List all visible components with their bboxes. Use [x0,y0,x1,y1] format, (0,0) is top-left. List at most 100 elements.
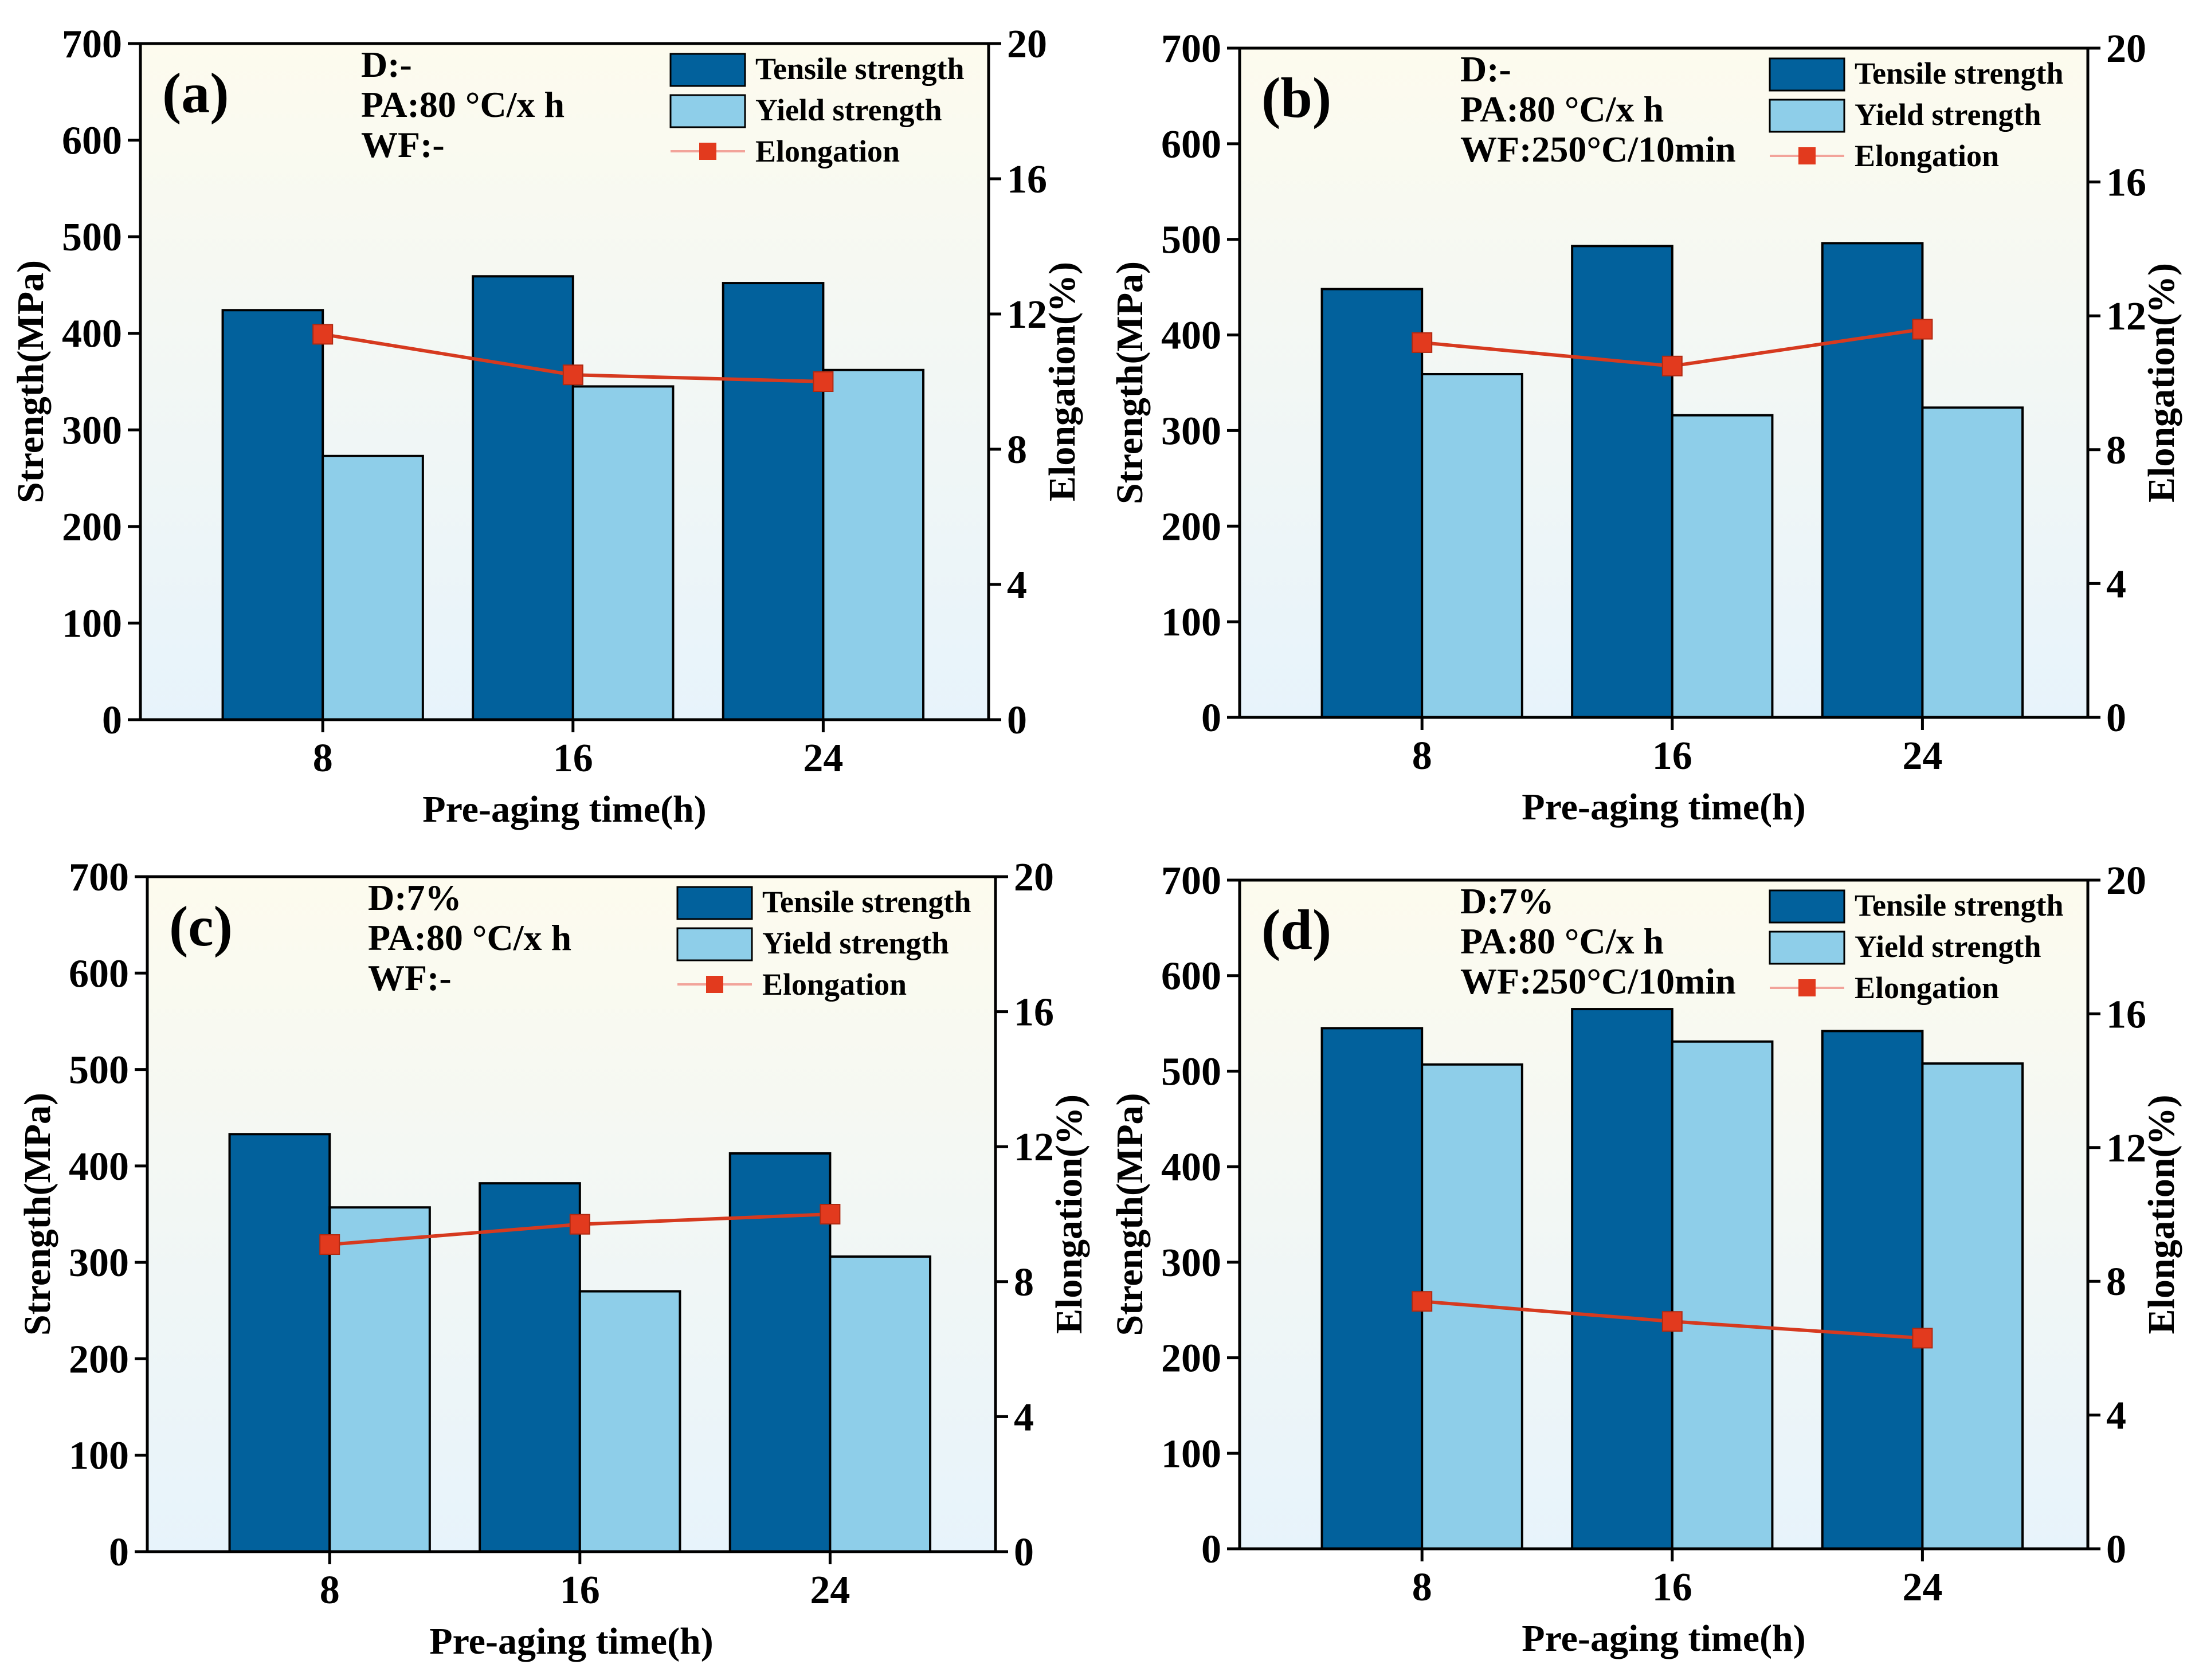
yield-strength-bar [578,1290,681,1553]
chart-panel: 0 100 200 300 400 500 600 700 0 4 8 12 16 20 8 16 24 Pre-… [1109,859,2182,1659]
x-axis-title: Pre-aging time(h) [429,1620,713,1662]
condition-text: WF:250°C/10min [1460,129,1736,170]
y-tick-label: 700 [62,22,122,66]
y2-tick-label: 20 [1007,22,1047,66]
elongation-marker [312,324,334,345]
y-tick-label: 0 [102,698,122,743]
y2-tick-label: 16 [2106,161,2146,205]
chart-panel: 0 100 200 300 400 500 600 700 0 4 8 12 16 20 8 16 24 Pre-… [1109,27,2182,828]
y2-tick-label: 16 [1014,991,1054,1035]
y2-tick-label: 8 [1014,1261,1034,1305]
legend-label-elongation: Elongation [762,967,907,1002]
chart-panel: 0 100 200 300 400 500 600 700 0 4 8 12 16 20 8 16 24 Pre-… [10,22,1083,830]
tensile-strength-bar [472,275,574,721]
y-tick-label: 600 [1161,955,1221,999]
y-tick-label: 200 [62,505,122,549]
elongation-marker [1661,1311,1683,1332]
y-tick-label: 200 [1161,1337,1221,1381]
legend-label-elongation: Elongation [1855,971,1999,1005]
y-tick-label: 700 [1161,27,1221,71]
y-tick-label: 0 [1201,696,1221,740]
legend-label-elongation: Elongation [755,134,900,168]
panel-label: (c) [169,894,233,958]
y-tick-label: 300 [69,1241,129,1285]
yield-strength-bar [322,454,424,721]
y2-tick-label: 0 [1007,698,1027,743]
yield-strength-bar [1921,1062,2024,1550]
y-tick-label: 400 [1161,1145,1221,1190]
legend-label-yield: Yield strength [1855,929,2041,964]
plot-frame [146,875,997,1553]
tensile-strength-bar [1571,245,1673,719]
legend-swatch-tensile [1769,57,1845,92]
x-tick-label: 16 [553,736,593,780]
y-tick-label: 600 [1161,123,1221,167]
y-tick-label: 300 [1161,409,1221,453]
y2-axis-title: Elongation(%) [1048,1094,1090,1334]
y-axis-title: Strength(MPa) [1109,261,1151,504]
y-tick-label: 300 [62,409,122,453]
y-tick-label: 200 [1161,505,1221,549]
tensile-strength-bar [228,1133,331,1553]
y-tick-label: 500 [69,1049,129,1093]
condition-text: WF:250°C/10min [1460,961,1736,1002]
y2-tick-label: 12 [1014,1125,1054,1169]
x-tick-label: 8 [313,736,333,780]
y-tick-label: 700 [1161,859,1221,903]
y-tick-label: 100 [1161,600,1221,645]
elongation-marker [813,371,834,392]
tensile-strength-bar [221,309,324,721]
elongation-marker [1912,319,1933,340]
y2-tick-label: 0 [2106,696,2126,740]
condition-text: PA:80 °C/x h [1460,921,1664,961]
x-tick-label: 8 [1412,1565,1432,1610]
y-tick-label: 700 [69,855,129,900]
elongation-marker [1412,332,1433,353]
tensile-strength-bar [722,282,825,721]
chart-panel: 0 100 200 300 400 500 600 700 0 4 8 12 16 20 8 16 24 Pre-… [17,855,1090,1662]
panel-label: (a) [162,61,229,125]
x-axis-title: Pre-aging time(h) [1522,786,1805,828]
elongation-marker [820,1204,841,1224]
condition-text: D:- [361,44,412,85]
tensile-strength-bar [1571,1008,1673,1551]
panels: 0 100 200 300 400 500 600 700 0 4 8 12 16 20 8 16 24 Pre-… [10,22,2182,1662]
legend-label-yield: Yield strength [755,93,942,127]
panel-label: (b) [1261,66,1331,129]
x-tick-label: 8 [1412,734,1432,778]
condition-text: D:- [1460,49,1511,89]
y2-axis-title: Elongation(%) [1041,262,1083,501]
plot-frame [1238,878,2090,1551]
yield-strength-bar [1921,406,2024,719]
x-axis-title: Pre-aging time(h) [422,788,706,830]
y-tick-label: 400 [69,1145,129,1189]
y2-tick-label: 8 [2106,1260,2126,1304]
y-tick-label: 500 [1161,218,1221,262]
legend-label-tensile: Tensile strength [755,52,965,86]
legend-swatch-yield [669,94,746,128]
legend-swatch-yield [1769,99,1845,133]
yield-strength-bar [829,1255,932,1553]
condition-text: WF:- [361,124,445,165]
elongation-marker [319,1234,340,1255]
elongation-marker [1412,1291,1433,1312]
plot-frame [1238,46,2090,719]
x-tick-label: 24 [1902,734,1942,778]
y2-tick-label: 16 [2106,992,2146,1037]
legend-marker-elongation [699,143,716,160]
legend-swatch-tensile [669,53,746,87]
x-tick-label: 16 [1652,734,1692,778]
yield-strength-bar [822,368,925,721]
y2-tick-label: 0 [1014,1530,1034,1575]
tensile-strength-bar [1821,242,1924,719]
y2-tick-label: 4 [2106,562,2126,606]
y-tick-label: 500 [1161,1050,1221,1094]
elongation-marker [562,364,583,386]
y2-tick-label: 12 [2106,295,2146,339]
legend-marker-elongation [1798,979,1816,996]
y2-tick-label: 8 [2106,429,2126,473]
x-tick-label: 24 [1902,1565,1942,1610]
y2-tick-label: 16 [1007,158,1047,202]
yield-strength-bar [1671,414,1774,719]
